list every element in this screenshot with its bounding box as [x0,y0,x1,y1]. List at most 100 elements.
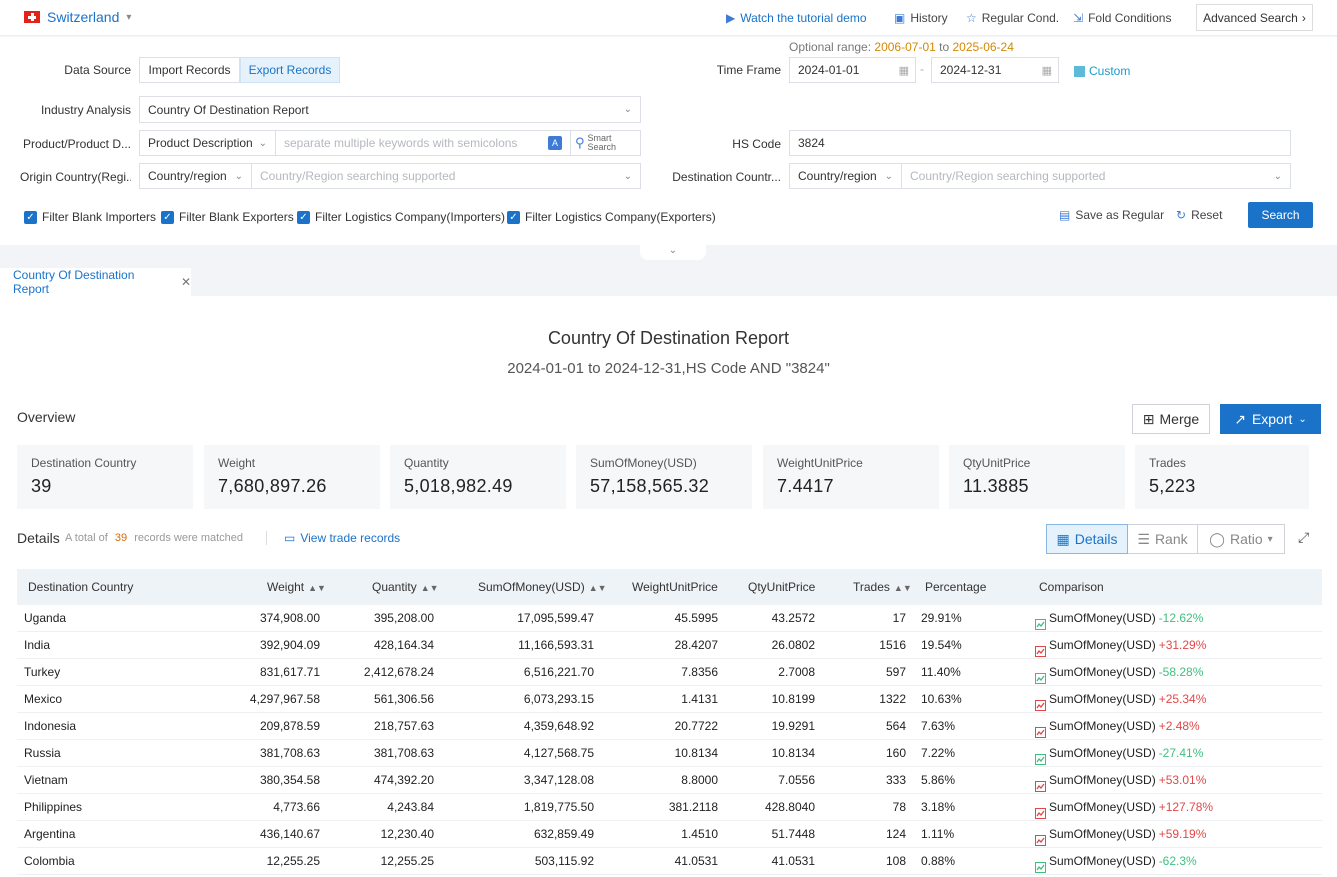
ratio-icon: ◯ [1209,530,1225,547]
cell-comparison: SumOfMoney(USD) +2.48% [1035,713,1200,740]
reset-button[interactable]: ↻ Reset [1176,208,1222,222]
cell-pct: 29.91% [921,611,962,625]
translate-icon[interactable]: A [548,136,562,150]
product-type-select[interactable]: Product Description ⌄ [139,130,276,156]
col-comparison[interactable]: Comparison [1039,580,1104,594]
tutorial-link[interactable]: ▶ Watch the tutorial demo [726,11,867,25]
cell-comparison: SumOfMoney(USD) +53.01% [1035,767,1206,794]
cell-comparison: SumOfMoney(USD) -27.41% [1035,740,1203,767]
advanced-search-button[interactable]: Advanced Search › [1196,4,1313,31]
country-selector[interactable]: Switzerland ▾ [24,9,131,25]
trend-chart-icon [1035,856,1046,873]
cell-quantity: 428,164.34 [373,638,434,652]
export-records-tab[interactable]: Export Records [240,57,340,83]
filter-blank-exporters-checkbox[interactable]: ✓ Filter Blank Exporters [161,210,294,224]
cell-wup: 10.8134 [674,746,718,760]
table-row[interactable]: Colombia 12,255.25 12,255.25 503,115.92 41.0… [17,848,1322,875]
custom-date-button[interactable]: Custom [1074,64,1130,78]
table-row[interactable]: India 392,904.09 428,164.34 11,166,593.31 28… [17,632,1322,659]
hs-code-input[interactable]: 3824 [789,130,1291,156]
filter-blank-importers-checkbox[interactable]: ✓ Filter Blank Importers [24,210,156,224]
date-separator: - [920,62,924,76]
date-to-input[interactable]: 2024-12-31 ▦ [931,57,1059,83]
card-value: 5,223 [1149,476,1196,496]
trend-chart-icon [1035,640,1046,657]
col-weight-unit-price[interactable]: WeightUnitPrice [632,580,718,594]
fold-conditions-button[interactable]: ⇲ Fold Conditions [1073,11,1171,25]
import-records-tab[interactable]: Import Records [139,57,240,83]
cell-trades: 160 [885,746,906,760]
merge-button[interactable]: ⊞ Merge [1132,404,1210,434]
table-row[interactable]: Uganda 374,908.00 395,208.00 17,095,599.47 4… [17,605,1322,632]
industry-analysis-select[interactable]: Country Of Destination Report ⌄ [139,96,641,123]
ratio-view-button[interactable]: ◯ Ratio ▾ [1198,524,1285,554]
filter-logistics-exporters-checkbox[interactable]: ✓ Filter Logistics Company(Exporters) [507,210,716,224]
cell-comparison: SumOfMoney(USD) -12.62% [1035,605,1203,632]
fullscreen-icon[interactable]: ⤢ [1298,529,1310,545]
table-row[interactable]: Mexico 4,297,967.58 561,306.56 6,073,293.15… [17,686,1322,713]
history-button[interactable]: ▣ History [894,11,948,25]
cell-country: Vietnam [24,773,68,787]
trend-chart-icon [1035,613,1046,630]
table-row[interactable]: Indonesia 209,878.59 218,757.63 4,359,648.9… [17,713,1322,740]
origin-country-input[interactable]: Country/Region searching supported ⌄ [251,163,641,189]
col-weight[interactable]: Weight ▲▼ [267,569,326,605]
chevron-down-icon: ⌄ [258,137,267,149]
filter-logistics-importers-checkbox[interactable]: ✓ Filter Logistics Company(Importers) [297,210,505,224]
keyword-input[interactable]: separate multiple keywords with semicolo… [275,130,571,156]
summary-card: SumOfMoney(USD) 57,158,565.32 [576,445,752,509]
keyword-placeholder: separate multiple keywords with semicolo… [284,136,518,150]
col-quantity[interactable]: Quantity ▲▼ [372,569,439,605]
cell-pct: 0.88% [921,854,956,868]
card-title: Quantity [404,456,449,470]
cell-money: 6,073,293.15 [523,692,594,706]
date-from-input[interactable]: 2024-01-01 ▦ [789,57,916,83]
summary-card: WeightUnitPrice 7.4417 [763,445,939,509]
save-as-regular-button[interactable]: ▤ Save as Regular [1059,208,1164,222]
cell-weight: 381,708.63 [259,746,320,760]
reset-label: Reset [1191,208,1223,222]
origin-type-select[interactable]: Country/region ⌄ [139,163,252,189]
report-subtitle: 2024-01-01 to 2024-12-31,HS Code AND "38… [507,360,830,377]
regular-cond-button[interactable]: ☆ Regular Cond. [966,11,1059,25]
collapse-panel-toggle[interactable]: ⌄ [640,244,706,260]
trend-chart-icon [1035,721,1046,738]
cell-money: 4,359,648.92 [523,719,594,733]
col-percentage[interactable]: Percentage [925,580,987,594]
close-icon[interactable]: ✕ [180,275,191,289]
table-row[interactable]: Turkey 831,617.71 2,412,678.24 6,516,221.70… [17,659,1322,686]
rank-view-button[interactable]: ☰ Rank [1128,524,1198,554]
history-icon: ▣ [894,11,906,25]
col-trades[interactable]: Trades ▲▼ [853,569,912,605]
col-trades-label: Trades [853,580,890,594]
export-button[interactable]: ↗ Export ⌄ [1220,404,1321,434]
smart-search-button[interactable]: ⚲ Smart Search [570,130,641,156]
cell-quantity: 12,230.40 [380,827,434,841]
col-sum-of-money[interactable]: SumOfMoney(USD) ▲▼ [478,569,607,605]
product-type-value: Product Description [148,136,253,150]
report-tab[interactable]: Country Of Destination Report ✕ [0,268,191,296]
comparison-metric: SumOfMoney(USD) [1049,638,1156,652]
details-view-button[interactable]: ▦ Details [1046,524,1128,554]
hs-code-label: HS Code [732,137,781,151]
col-qty-unit-price[interactable]: QtyUnitPrice [748,580,816,594]
col-destination-country[interactable]: Destination Country [28,580,134,594]
table-row[interactable]: Philippines 4,773.66 4,243.84 1,819,775.50 3… [17,794,1322,821]
search-button[interactable]: Search [1248,202,1313,228]
sort-icon: ▲▼ [308,583,326,593]
checkmark-icon: ✓ [297,210,310,224]
destination-country-input[interactable]: Country/Region searching supported ⌄ [901,163,1291,189]
custom-icon [1074,65,1085,77]
destination-type-select[interactable]: Country/region ⌄ [789,163,902,189]
cell-qup: 7.0556 [778,773,815,787]
chevron-down-icon: ⌄ [1298,413,1307,425]
cell-pct: 7.63% [921,719,956,733]
cell-wup: 45.5995 [674,611,718,625]
trend-chart-icon [1035,775,1046,792]
card-title: Weight [218,456,256,470]
table-row[interactable]: Russia 381,708.63 381,708.63 4,127,568.75 10… [17,740,1322,767]
table-row[interactable]: Argentina 436,140.67 12,230.40 632,859.49 1.… [17,821,1322,848]
table-row[interactable]: Vietnam 380,354.58 474,392.20 3,347,128.08 8… [17,767,1322,794]
details-heading: Details [17,530,60,546]
view-trade-records-link[interactable]: ▭ View trade records [284,531,400,545]
